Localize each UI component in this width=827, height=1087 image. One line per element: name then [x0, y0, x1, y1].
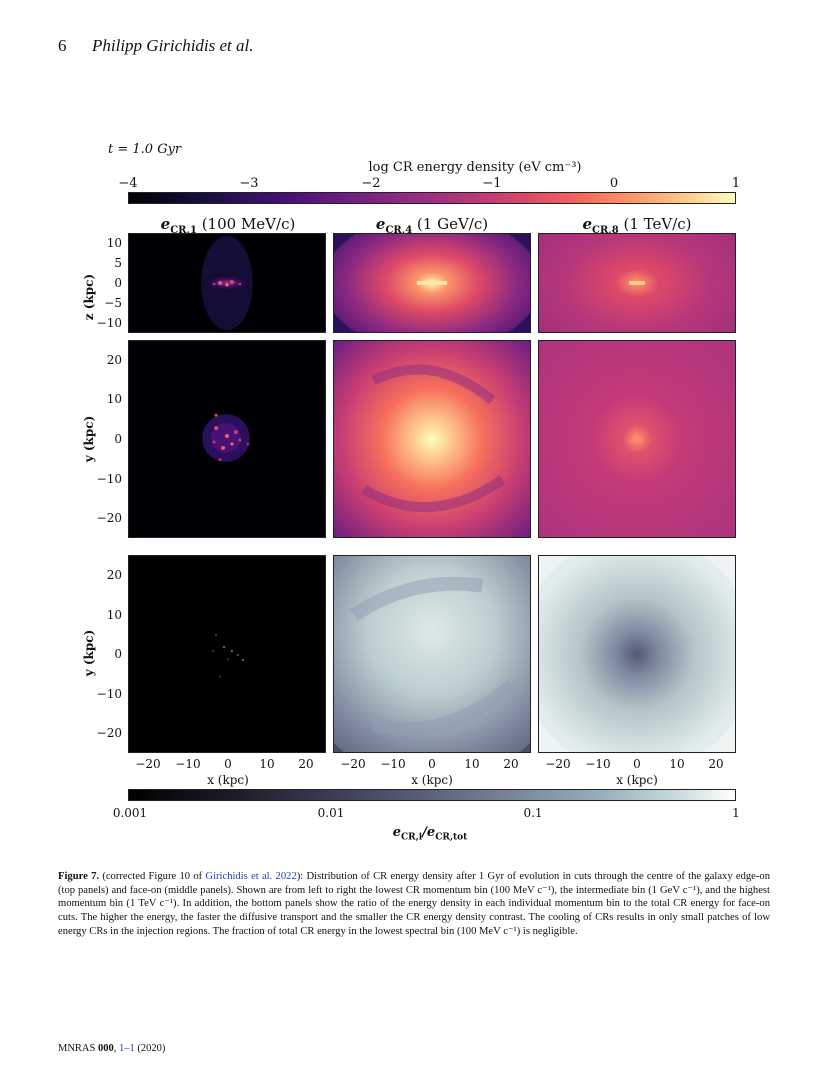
ytick: 10 [106, 392, 122, 406]
panel-face-on-1gev [333, 340, 531, 538]
panel-ratio-1gev [333, 555, 531, 753]
ytick: 5 [114, 256, 122, 270]
xtick: −20 [545, 757, 571, 771]
colorbar-top-title: log CR energy density (eV cm⁻³) [368, 160, 582, 175]
pages-link[interactable]: 1–1 [118, 1043, 135, 1054]
colorbar-top-tick: −3 [239, 176, 259, 191]
colorbar-top-tick: 0 [609, 176, 619, 191]
ytick: −20 [96, 511, 122, 525]
ytick: 20 [106, 568, 122, 582]
ytick: −10 [96, 472, 122, 486]
column-title-2: eCR,4 (1 GeV/c) [375, 215, 489, 236]
colorbar-top-tick: −4 [118, 176, 138, 191]
xtick: −20 [340, 757, 366, 771]
page-footer: MNRAS 000, 1–1 (2020) [58, 1043, 166, 1054]
xtick: 10 [464, 757, 480, 771]
panel-edge-on-1tev [538, 233, 736, 333]
page-number: 6 [58, 36, 67, 55]
colorbar-bottom-tick: 1 [732, 806, 740, 820]
xtick: 20 [708, 757, 724, 771]
ytick: 10 [106, 236, 122, 250]
panel-ratio-100mev [128, 555, 326, 753]
panel-face-on-1tev [538, 340, 736, 538]
xtick: −10 [175, 757, 201, 771]
time-label: t = 1.0 Gyr [108, 142, 182, 157]
ytick: 0 [114, 647, 122, 661]
colorbar-top-tick: −2 [361, 176, 381, 191]
citation-link[interactable]: Girichidis et al. 2022 [205, 871, 297, 882]
column-title-3: eCR,8 (1 TeV/c) [582, 215, 692, 236]
xtick: 0 [633, 757, 641, 771]
colorbar-bottom-tick: 0.001 [112, 806, 148, 820]
colorbar-bottom-label: eCR,i/eCR,tot [392, 825, 468, 843]
xtick: 20 [298, 757, 314, 771]
panel-edge-on-1gev [333, 233, 531, 333]
figure-caption: Figure 7. (corrected Figure 10 of Girich… [58, 871, 771, 937]
colorbar-bottom-tick: 0.1 [523, 806, 543, 820]
xlabel: x (kpc) [411, 773, 453, 787]
xtick: 0 [428, 757, 436, 771]
panel-face-on-100mev [128, 340, 326, 538]
ytick: −10 [96, 687, 122, 701]
ytick: 10 [106, 608, 122, 622]
xtick: 10 [259, 757, 275, 771]
colorbar-top-tick: −1 [482, 176, 502, 191]
ytick: −20 [96, 726, 122, 740]
ytick: 20 [106, 353, 122, 367]
xtick: −10 [585, 757, 611, 771]
ytick: −5 [104, 296, 122, 310]
column-title-1: eCR,1 (100 MeV/c) [160, 215, 296, 236]
colorbar-bottom-tick: 0.01 [317, 806, 345, 820]
xlabel: x (kpc) [207, 773, 249, 787]
xtick: −20 [135, 757, 161, 771]
colorbar-bottom [128, 789, 736, 801]
xtick: 0 [224, 757, 232, 771]
colorbar-top [128, 192, 736, 204]
panel-edge-on-100mev [128, 233, 326, 333]
colorbar-top-tick: 1 [731, 176, 741, 191]
ytick: 0 [114, 432, 122, 446]
panel-ratio-1tev [538, 555, 736, 753]
xtick: 10 [669, 757, 685, 771]
ytick: 0 [114, 276, 122, 290]
running-title: Philipp Girichidis et al. [92, 36, 254, 55]
ytick: −10 [96, 316, 122, 330]
xlabel: x (kpc) [616, 773, 658, 787]
xtick: 20 [503, 757, 519, 771]
xtick: −10 [380, 757, 406, 771]
